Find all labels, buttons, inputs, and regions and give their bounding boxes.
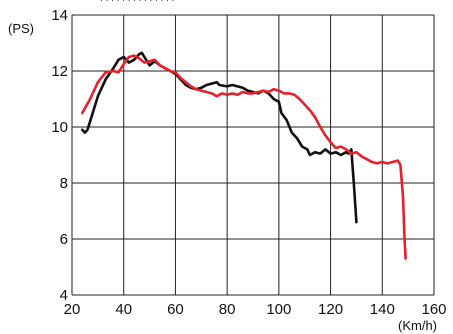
x-tick-label: 120	[318, 301, 343, 318]
x-tick-label: 20	[64, 301, 81, 318]
x-tick-label: 60	[167, 301, 184, 318]
y-tick-label: 4	[60, 287, 68, 304]
y-tick-label: 14	[51, 7, 68, 24]
series-layer	[81, 51, 407, 260]
series-line-1	[81, 51, 358, 224]
y-tick-label: 8	[60, 175, 68, 192]
series-line-2	[81, 54, 407, 260]
x-tick-labels: 20 40 60 80 100 120 140 160	[64, 301, 447, 318]
y-tick-label: 6	[60, 231, 68, 248]
y-tick-labels: 4 6 8 10 12 14	[51, 7, 68, 304]
plot-grid	[71, 14, 435, 296]
x-tick-label: 80	[219, 301, 236, 318]
x-tick-label: 160	[421, 301, 446, 318]
y-tick-label: 12	[51, 63, 68, 80]
x-axis-unit-label: (Km/h)	[398, 318, 437, 333]
x-tick-label: 100	[266, 301, 291, 318]
top-cropped-text: · · · · · · · · · · · · · ·	[100, 0, 174, 5]
x-tick-label: 140	[370, 301, 395, 318]
y-tick-label: 10	[51, 119, 68, 136]
x-tick-label: 40	[115, 301, 132, 318]
y-axis-unit-label: (PS)	[8, 21, 34, 36]
